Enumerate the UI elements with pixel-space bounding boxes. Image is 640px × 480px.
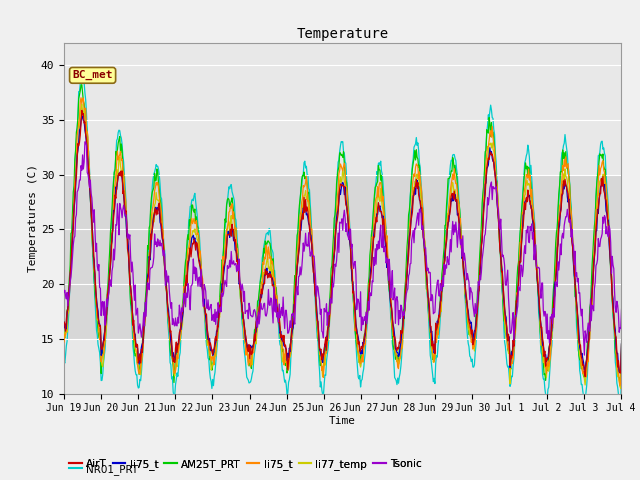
X-axis label: Time: Time bbox=[329, 416, 356, 426]
Y-axis label: Temperatures (C): Temperatures (C) bbox=[28, 164, 38, 273]
Legend: NR01_PRT: NR01_PRT bbox=[69, 464, 138, 475]
Legend: AirT, li75_t, AM25T_PRT, li75_t, li77_temp, Tsonic: AirT, li75_t, AM25T_PRT, li75_t, li77_te… bbox=[69, 459, 422, 470]
Text: BC_met: BC_met bbox=[72, 70, 113, 81]
Bar bbox=[64, 175, 621, 339]
Title: Temperature: Temperature bbox=[296, 27, 388, 41]
